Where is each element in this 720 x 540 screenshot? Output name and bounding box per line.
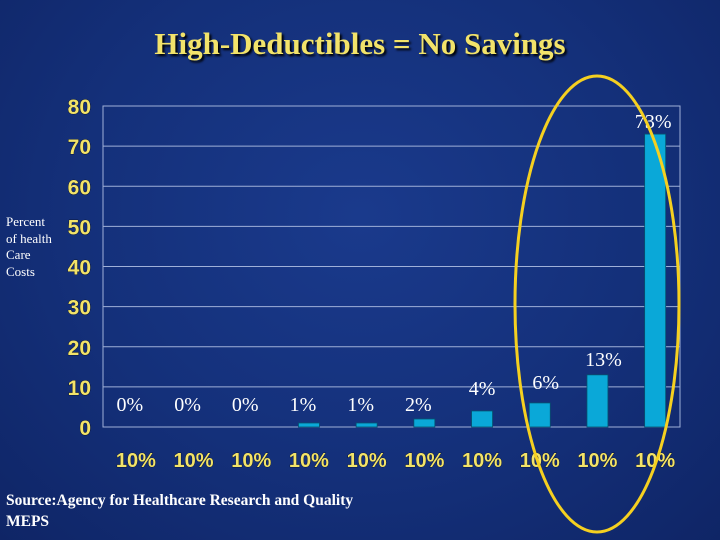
- bar: [644, 133, 667, 428]
- data-label: 0%: [117, 394, 144, 416]
- y-tick-label: 0: [79, 417, 91, 440]
- source-line-1: Source:Agency for Healthcare Research an…: [6, 492, 354, 509]
- x-tick-label: 10%: [520, 450, 560, 472]
- x-tick-label: 10%: [404, 450, 444, 472]
- y-axis-label: Percent of health Care Costs: [6, 214, 52, 279]
- bar: [298, 422, 320, 428]
- data-label: 4%: [469, 378, 496, 400]
- y-tick-label: 40: [68, 257, 91, 280]
- data-label: 0%: [232, 394, 259, 416]
- x-tick-label: 10%: [116, 450, 156, 472]
- y-tick-label: 70: [68, 136, 91, 159]
- highlight-ellipse: [513, 74, 681, 534]
- x-tick-label: 10%: [174, 450, 214, 472]
- data-label: 13%: [585, 349, 622, 371]
- x-tick-label: 10%: [577, 450, 617, 472]
- x-tick-label: 10%: [289, 450, 329, 472]
- y-tick-label: 10: [68, 377, 91, 400]
- data-label: 2%: [405, 394, 432, 416]
- x-tick-label: 10%: [462, 450, 502, 472]
- data-label: 0%: [174, 394, 201, 416]
- source-note: Source:Agency for Healthcare Research an…: [6, 490, 353, 532]
- y-tick-label: 80: [68, 96, 91, 119]
- y-tick-label: 60: [68, 176, 91, 199]
- bar: [355, 422, 378, 428]
- data-label: 73%: [635, 111, 672, 133]
- x-tick-label: 10%: [231, 450, 271, 472]
- y-tick-label: 30: [68, 297, 91, 320]
- data-label: 1%: [347, 394, 374, 416]
- source-line-2: MEPS: [6, 513, 50, 530]
- bar: [528, 402, 551, 428]
- bar: [586, 374, 609, 428]
- x-tick-label: 10%: [347, 450, 387, 472]
- data-label: 1%: [290, 394, 317, 416]
- bar: [471, 410, 493, 428]
- y-tick-label: 20: [68, 337, 91, 360]
- chart-title: High-Deductibles = No Savings: [154, 26, 566, 61]
- data-label: 6%: [532, 372, 559, 394]
- bar: [413, 418, 436, 428]
- y-tick-label: 50: [68, 216, 91, 239]
